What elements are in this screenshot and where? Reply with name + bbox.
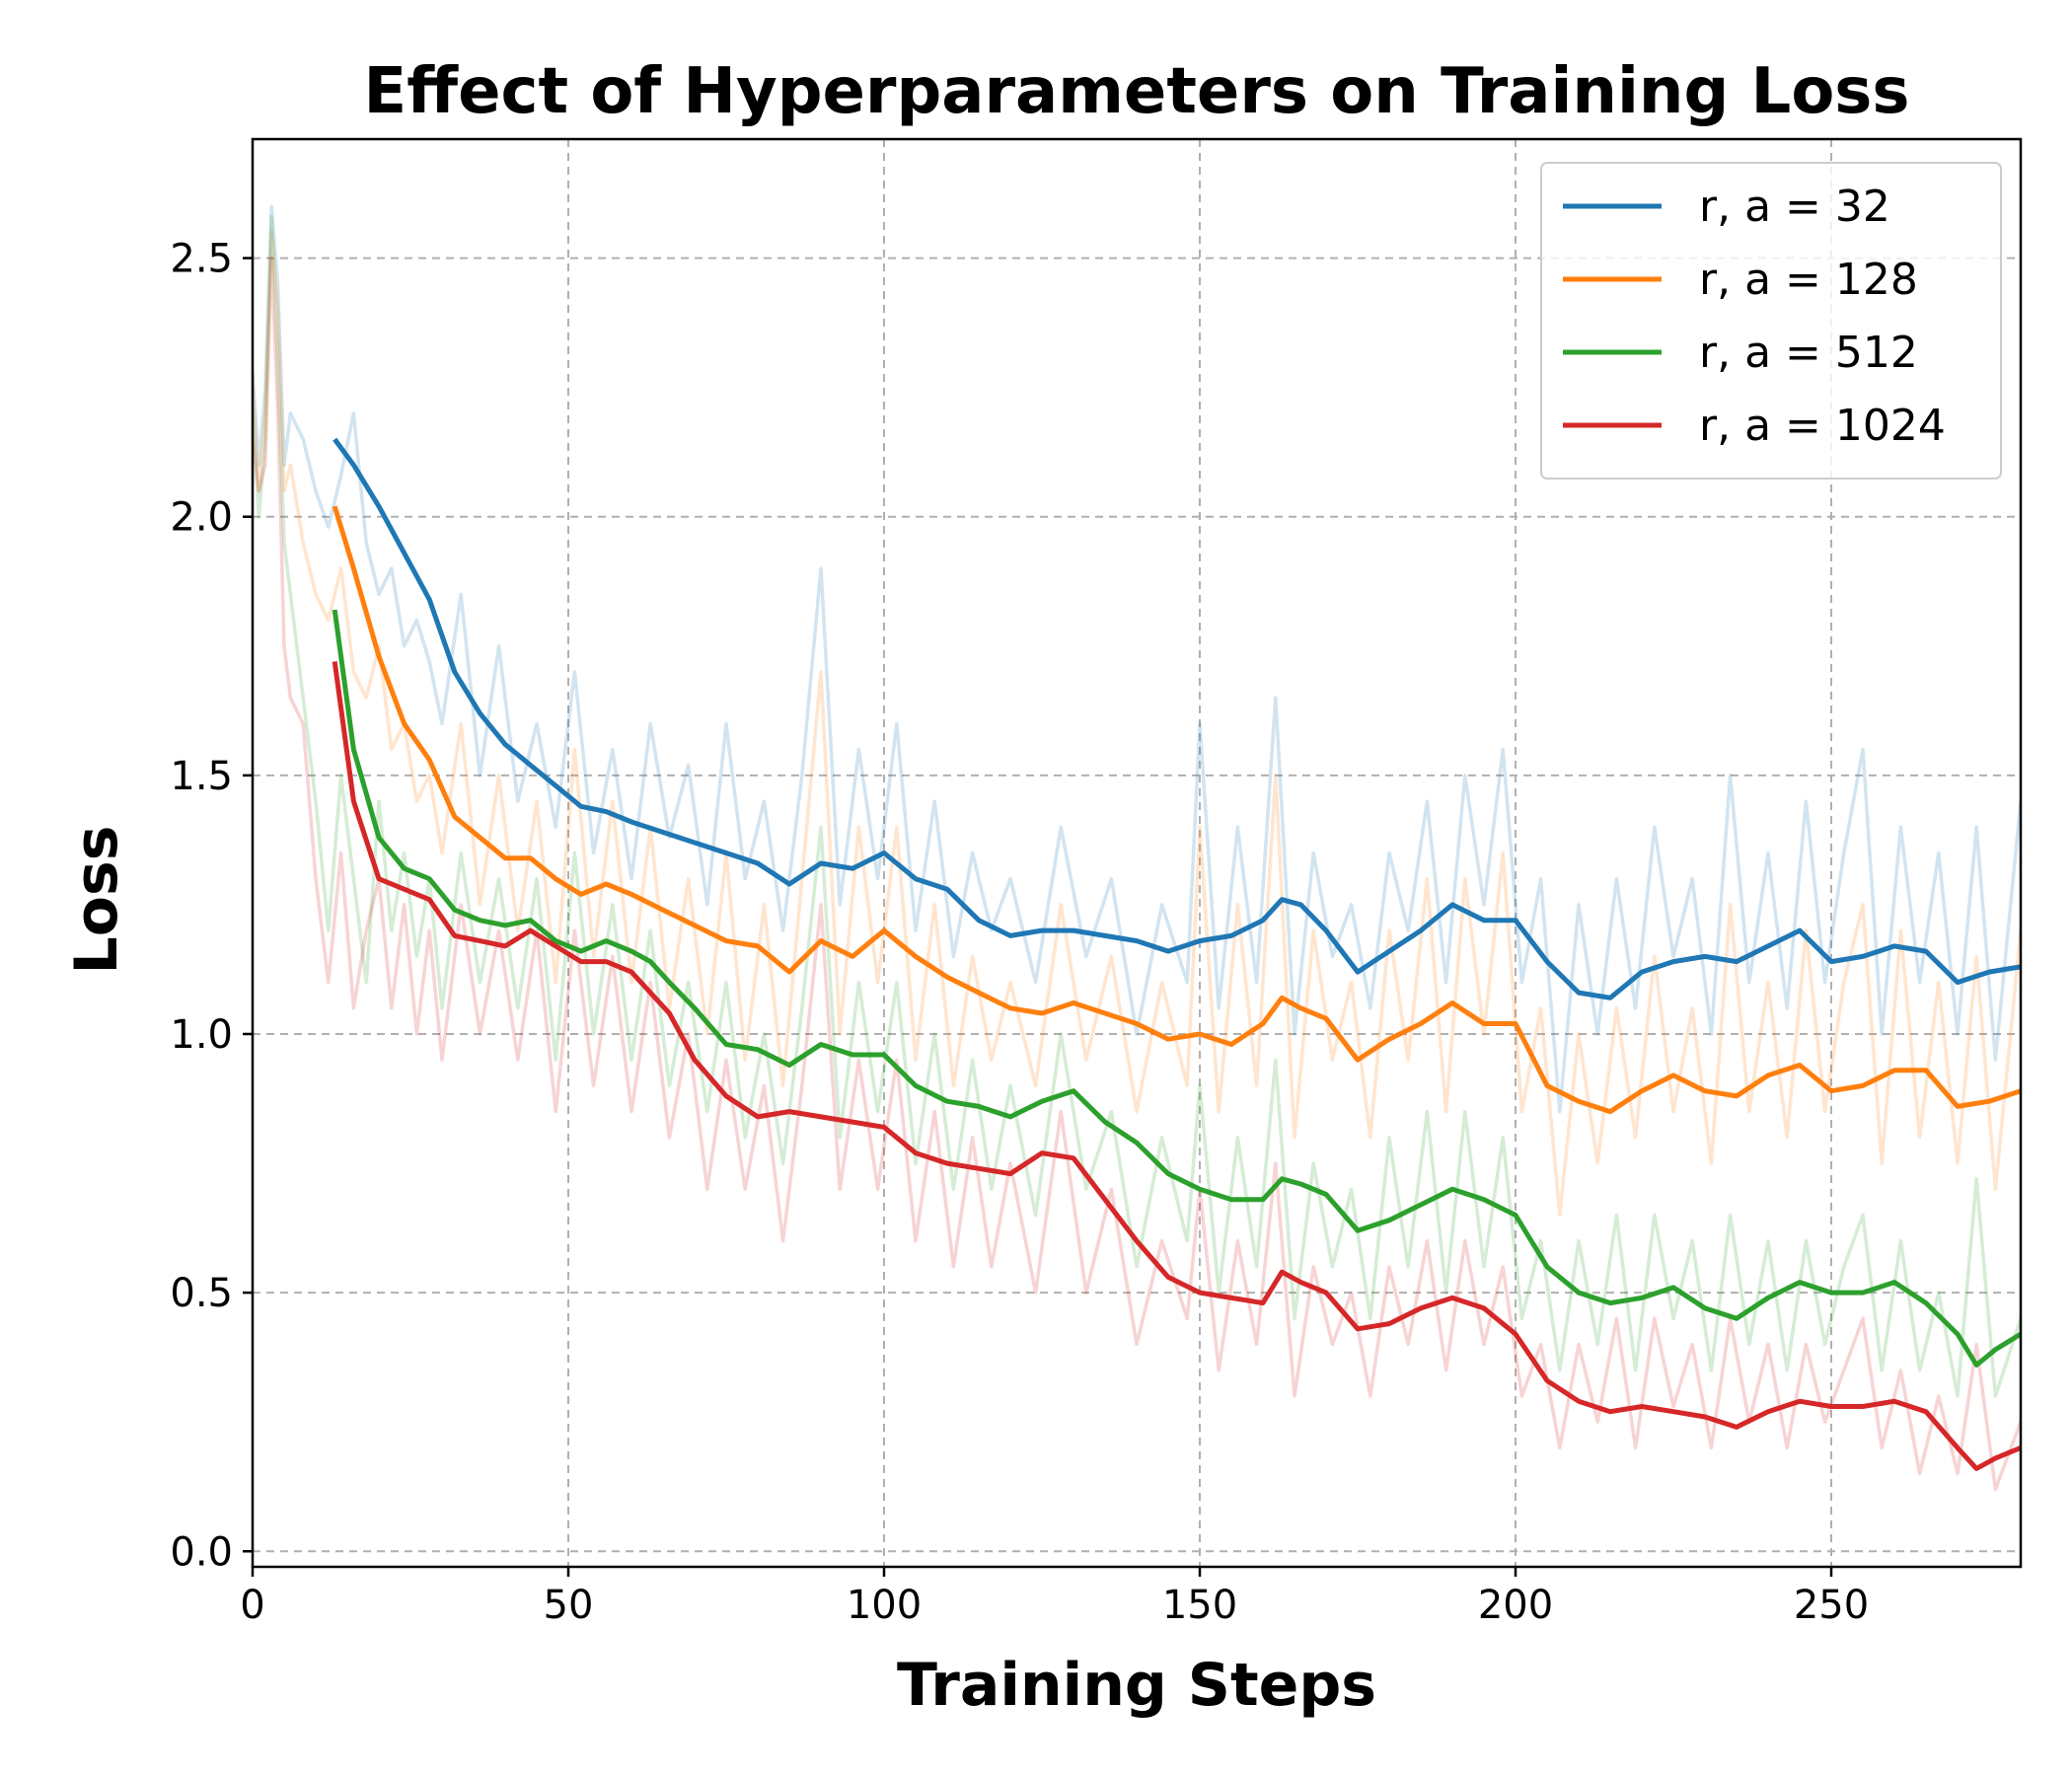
- x-axis: 0 50 100 150 200 250: [240, 1567, 1869, 1628]
- y-axis-label: Loss: [62, 826, 131, 975]
- series-line-2: [332, 505, 2021, 1115]
- y-tick-label: 0.5: [170, 1271, 233, 1316]
- x-tick-label: 100: [847, 1583, 922, 1628]
- legend-label: r, a = 1024: [1699, 401, 1946, 451]
- legend: r, a = 32 r, a = 128 r, a = 512 r, a = 1024: [1540, 162, 2002, 480]
- y-tick-label: 2.0: [170, 495, 233, 541]
- series-line-1: [333, 437, 2021, 1000]
- y-tick-label: 0.0: [170, 1529, 233, 1575]
- x-tick-label: 250: [1794, 1583, 1869, 1628]
- raw-series-line-4: [253, 256, 2021, 1492]
- series-line-3: [332, 609, 2021, 1368]
- legend-box: [1540, 162, 2002, 480]
- y-tick-label: 2.5: [170, 237, 233, 282]
- smoothed-series-layer: [332, 437, 2021, 1471]
- legend-label: r, a = 512: [1699, 328, 1918, 378]
- y-axis: 0.0 0.5 1.0 1.5 2.0 2.5: [170, 237, 253, 1575]
- legend-label: r, a = 32: [1699, 182, 1890, 232]
- legend-label: r, a = 128: [1699, 255, 1918, 305]
- x-tick-label: 50: [544, 1583, 594, 1628]
- x-tick-label: 0: [240, 1583, 264, 1628]
- plot-frame: [251, 137, 2023, 1569]
- x-axis-label: Training Steps: [897, 1651, 1376, 1720]
- x-tick-label: 200: [1478, 1583, 1553, 1628]
- chart-title: Effect of Hyperparameters on Training Lo…: [364, 55, 1910, 128]
- y-tick-label: 1.5: [170, 754, 233, 799]
- raw-series-line-2: [253, 230, 2021, 1218]
- y-tick-label: 1.0: [170, 1012, 233, 1058]
- x-tick-label: 150: [1162, 1583, 1237, 1628]
- series-line-4: [332, 661, 2021, 1471]
